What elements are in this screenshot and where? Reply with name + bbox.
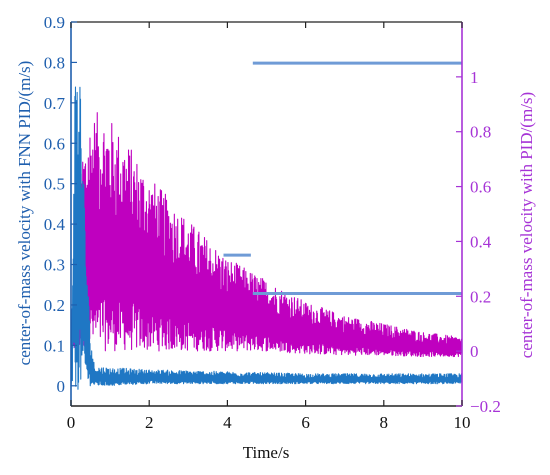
x-tick-label: 0 [67,413,76,432]
y-left-tick-label: 0.3 [44,256,65,275]
x-tick-label: 10 [454,413,471,432]
callout-layer [223,61,462,296]
y-right-tick-label: −0.2 [470,397,501,416]
y-left-tick-label: 0.6 [44,134,65,153]
x-tick-label: 4 [223,413,232,432]
x-tick-label: 6 [301,413,310,432]
x-tick-label: 2 [145,413,154,432]
y-right-tick-label: 0.2 [470,287,491,306]
y-right-tick-label: 0.8 [470,123,491,142]
x-tick-label: 8 [380,413,389,432]
y-axis-left-label: center-of-mass velocity with FNN PID/(m/… [15,61,34,366]
y-right-tick-label: 0.4 [470,232,492,251]
y-axis-right-label: center-of-mass velocity with PID/(m/s) [517,92,536,358]
series-line-pid [70,112,463,358]
y-left-tick-label: 0.4 [44,215,66,234]
y-left-tick-label: 0.5 [44,175,65,194]
y-left-tick-label: 0.2 [44,296,65,315]
y-right-tick-label: 0.6 [470,178,491,197]
y-left-tick-label: 0 [57,377,66,396]
x-axis-label: Time/s [243,443,290,462]
series-layer [70,86,463,390]
y-left-tick-label: 0.7 [44,94,66,113]
y-right-tick-label: 0 [470,342,479,361]
y-right-tick-label: 1 [470,68,479,87]
series-line-fnn-pid [70,86,463,390]
y-left-tick-label: 0.1 [44,336,65,355]
axis-layer: 0 2 4 6 8 1000.10.20.30.40.50.60.70.80.9−0.20… [44,13,501,432]
y-left-tick-label: 0.9 [44,13,65,32]
y-left-tick-label: 0.8 [44,53,65,72]
